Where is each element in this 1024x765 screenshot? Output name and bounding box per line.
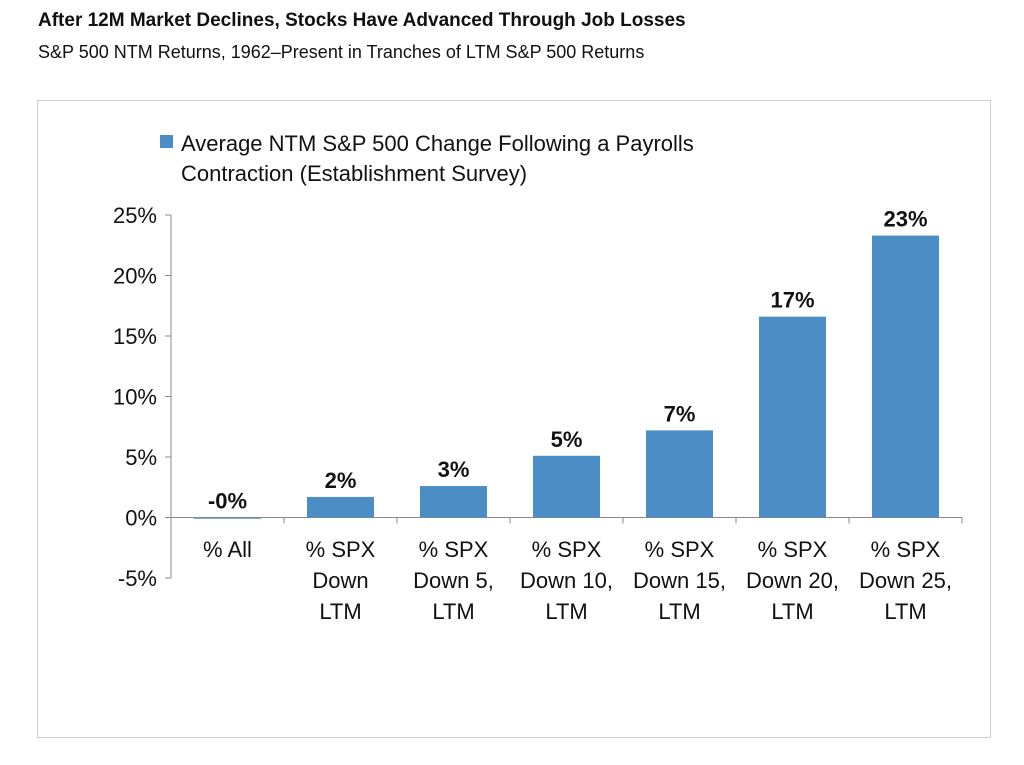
category-label: Down 25, [859, 568, 952, 593]
data-label: 7% [664, 401, 696, 426]
data-label: 2% [325, 468, 357, 493]
category-label: LTM [658, 599, 700, 624]
data-label: 3% [438, 457, 470, 482]
data-label: 5% [551, 427, 583, 452]
y-tick-label: -5% [118, 566, 157, 591]
category-label: % SPX [419, 537, 489, 562]
legend-text-line: Contraction (Establishment Survey) [181, 161, 527, 186]
category-label: % SPX [306, 537, 376, 562]
bar [872, 235, 939, 518]
bar [533, 455, 600, 518]
data-label: 17% [770, 288, 814, 313]
data-label: 23% [883, 207, 927, 232]
bar [420, 486, 487, 518]
category-label: Down 15, [633, 568, 726, 593]
category-label: % SPX [645, 537, 715, 562]
category-label: % SPX [532, 537, 602, 562]
chart-subtitle: S&P 500 NTM Returns, 1962–Present in Tra… [38, 42, 645, 62]
bar [759, 316, 826, 518]
category-label: LTM [319, 599, 361, 624]
category-label: Down 5, [413, 568, 494, 593]
y-tick-label: 5% [125, 445, 157, 470]
category-label: Down 10, [520, 568, 613, 593]
chart-title: After 12M Market Declines, Stocks Have A… [38, 10, 686, 31]
bar [194, 517, 261, 519]
y-tick-label: 20% [113, 264, 157, 289]
category-label: LTM [545, 599, 587, 624]
legend-text-line: Average NTM S&P 500 Change Following a P… [181, 131, 694, 156]
data-label: -0% [208, 489, 247, 514]
y-tick-label: 15% [113, 324, 157, 349]
category-label: Down 20, [746, 568, 839, 593]
category-label: LTM [771, 599, 813, 624]
bar [307, 496, 374, 518]
category-label: Down [312, 568, 368, 593]
category-label: LTM [432, 599, 474, 624]
chart-frame [37, 100, 991, 738]
legend-swatch [160, 135, 173, 148]
y-tick-label: 25% [113, 203, 157, 228]
y-tick-label: 10% [113, 385, 157, 410]
y-tick-label: 0% [125, 506, 157, 531]
category-label: % SPX [871, 537, 941, 562]
bar [646, 430, 713, 518]
category-label: % SPX [758, 537, 828, 562]
category-label: LTM [884, 599, 926, 624]
category-label: % All [203, 537, 252, 562]
